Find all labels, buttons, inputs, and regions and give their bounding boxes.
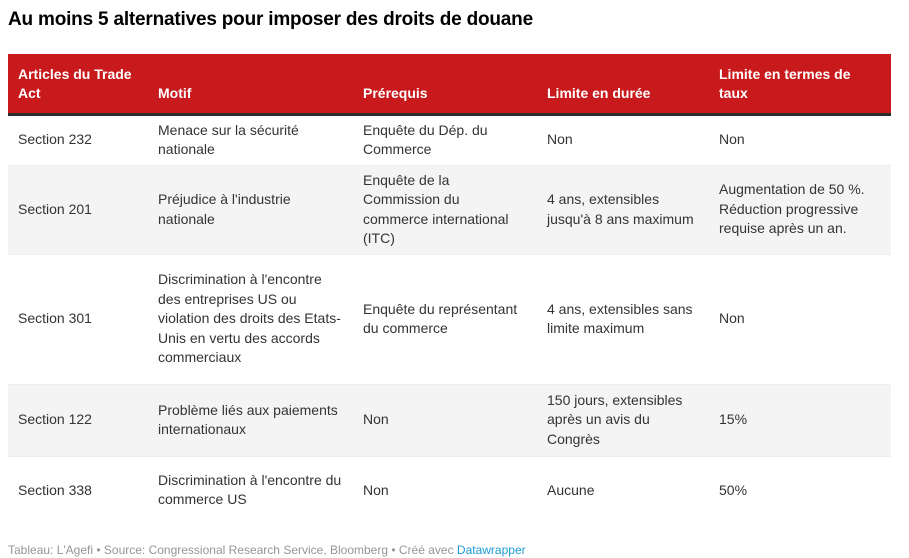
table-cell: Augmentation de 50 %. Réduction progress… xyxy=(719,181,865,237)
table-cell: 4 ans, extensibles sans limite maximum xyxy=(547,300,693,337)
header-cell-limite-duree: Limite en durée xyxy=(537,54,709,116)
table-body: Section 232 Menace sur la sécurité natio… xyxy=(8,114,891,524)
table-cell: Section 232 xyxy=(18,131,92,148)
table-cell: Non xyxy=(547,131,573,148)
header-cell-articles: Articles du Trade Act xyxy=(8,54,148,116)
table-cell: Problème liés aux paiements internationa… xyxy=(158,401,338,438)
table-cell: Enquête du représentant du commerce xyxy=(363,300,518,337)
table-cell: Non xyxy=(363,481,389,498)
data-table: Articles du Trade Act Motif Prérequis Li… xyxy=(8,54,891,524)
attribution-footer: Tableau: L'Agefi • Source: Congressional… xyxy=(8,542,891,558)
table-row: Section 122 Problème liés aux paiements … xyxy=(8,384,891,456)
table-cell: Section 122 xyxy=(18,411,92,428)
table-cell: 50% xyxy=(719,481,748,498)
header-cell-motif: Motif xyxy=(148,54,353,116)
table-cell: Aucune xyxy=(547,481,595,498)
table-row: Section 301 Discrimination à l'encontre … xyxy=(8,254,891,384)
table-cell: Discrimination à l'encontre du commerce … xyxy=(158,471,342,508)
table-header: Articles du Trade Act Motif Prérequis Li… xyxy=(8,54,891,116)
table-cell: Section 201 xyxy=(18,200,92,217)
header-cell-prerequis: Prérequis xyxy=(353,54,537,116)
table-row: Section 338 Discrimination à l'encontre … xyxy=(8,456,891,524)
table-cell: Non xyxy=(363,411,389,428)
header-row: Articles du Trade Act Motif Prérequis Li… xyxy=(8,54,891,116)
table-cell: 15% xyxy=(719,411,748,428)
table-cell: Section 338 xyxy=(18,481,92,498)
table-cell: Non xyxy=(719,131,745,148)
table-cell: Enquête de la Commission du commerce int… xyxy=(363,171,509,247)
table-cell: 4 ans, extensibles jusqu'à 8 ans maximum xyxy=(547,191,694,227)
table-cell: Non xyxy=(719,310,745,327)
table-cell: Enquête du Dép. du Commerce xyxy=(363,121,488,158)
table-row: Section 201 Préjudice à l'industrie nati… xyxy=(8,165,891,254)
table-cell: Section 301 xyxy=(18,310,92,327)
table-cell: Menace sur la sécurité nationale xyxy=(158,121,299,158)
datawrapper-link[interactable]: Datawrapper xyxy=(456,543,526,557)
table-row: Section 232 Menace sur la sécurité natio… xyxy=(8,114,891,165)
header-cell-limite-taux: Limite en termes de taux xyxy=(709,54,891,116)
chart-title: Au moins 5 alternatives pour imposer des… xyxy=(8,9,533,30)
table-cell: Préjudice à l'industrie nationale xyxy=(158,191,291,227)
table-cell: 150 jours, extensibles après un avis du … xyxy=(547,391,683,447)
table-cell: Discrimination à l'encontre des entrepri… xyxy=(158,271,341,366)
attribution-text: Tableau: L'Agefi • Source: Congressional… xyxy=(8,543,457,557)
